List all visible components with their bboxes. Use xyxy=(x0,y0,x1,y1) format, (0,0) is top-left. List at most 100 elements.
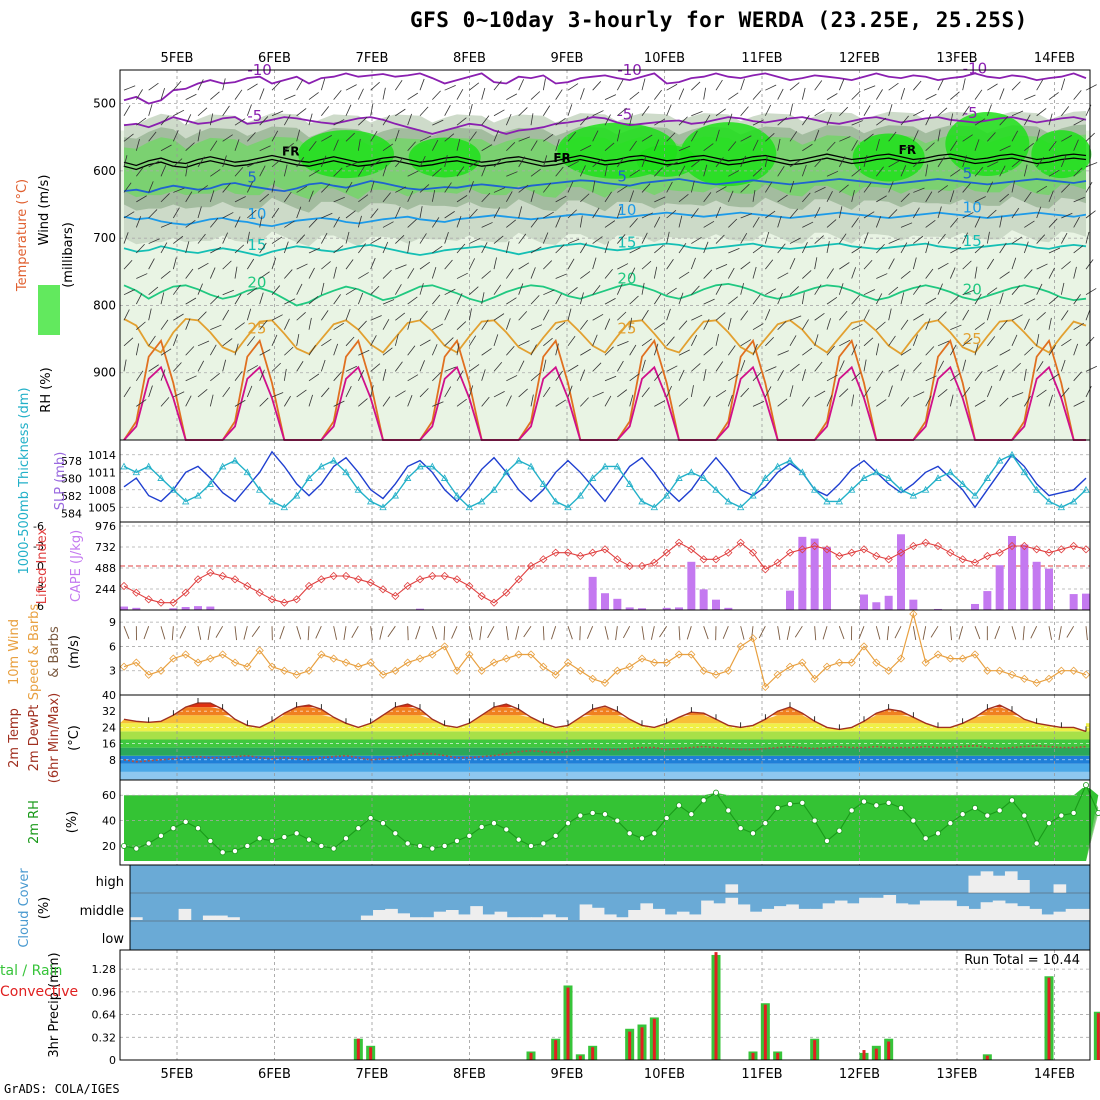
wind-barb xyxy=(678,145,691,152)
cloud-high-bar xyxy=(1004,871,1018,893)
lifted-index-point xyxy=(218,571,227,581)
lifted-index-point xyxy=(1081,545,1091,554)
wind-barb xyxy=(259,215,263,228)
thickness-point xyxy=(749,491,757,499)
cloud-mid-bar xyxy=(774,906,787,920)
wind-barb xyxy=(395,312,406,321)
wind-barb xyxy=(259,88,265,100)
precip-frame xyxy=(119,949,1091,1061)
wind-barb xyxy=(629,394,634,407)
wind-barb xyxy=(814,80,823,91)
wind-barb-10m xyxy=(387,625,396,638)
lifted-index-point xyxy=(946,548,955,557)
cloud-mid-bar xyxy=(652,908,666,920)
cloud-mid-bar xyxy=(360,915,374,920)
wind-barb xyxy=(530,295,540,305)
rh-blob xyxy=(680,122,777,187)
wind-barb xyxy=(1036,389,1047,398)
wind-speed-axis-label: Speed & Barbs xyxy=(27,604,42,701)
cloud-mid-bar xyxy=(786,904,799,920)
top-day-label: 5FEB xyxy=(161,51,194,66)
wind-barb xyxy=(370,159,381,168)
wind-barb xyxy=(197,79,204,91)
wind-barb xyxy=(666,287,677,296)
isotherm-label: 5 xyxy=(617,167,627,185)
wind-barb xyxy=(999,193,1010,203)
lifted-index-point xyxy=(428,571,437,581)
wind-barb xyxy=(838,156,846,168)
wind-barb xyxy=(1036,361,1044,372)
wind-barb xyxy=(666,231,670,244)
wind-barb xyxy=(1061,135,1072,142)
wind-barb xyxy=(617,234,626,244)
cloud-mid-bar xyxy=(956,906,969,920)
wind-barb-10m xyxy=(1066,625,1075,638)
thickness-point xyxy=(835,497,844,505)
cloud-mid-bar xyxy=(373,910,386,920)
wind-barb xyxy=(851,267,857,279)
wind-barb-10m xyxy=(551,626,557,640)
rh-point xyxy=(676,802,683,809)
cloud-axis-label: Cloud Cover xyxy=(17,868,32,948)
lifted-index-point xyxy=(489,598,499,607)
wind-barb xyxy=(432,294,441,305)
wind-barb xyxy=(394,206,401,219)
isotherm-label: 15 xyxy=(963,232,982,250)
wind-barb xyxy=(826,374,838,382)
wind-barb xyxy=(271,257,277,270)
wind-barb xyxy=(148,131,157,142)
wind-barb xyxy=(752,189,756,202)
wind-barb xyxy=(789,385,794,398)
wind-barb xyxy=(209,344,217,356)
wind-barb xyxy=(530,324,543,331)
lifted-index-point xyxy=(255,588,264,597)
rh-point xyxy=(959,811,966,818)
wind-barb xyxy=(123,211,135,219)
wind-barb xyxy=(395,108,406,117)
wind-barb xyxy=(444,386,452,398)
wind-barb xyxy=(1036,263,1048,270)
temp-tick-label: 32 xyxy=(102,705,116,718)
wind-barb xyxy=(148,160,160,168)
isotherm-line xyxy=(123,317,1087,356)
wind-speed-point xyxy=(391,666,400,675)
wind-barb xyxy=(432,323,444,331)
wind-barb xyxy=(481,348,492,356)
wind-barb xyxy=(296,156,305,168)
wind-barb xyxy=(173,109,185,117)
wind-barb xyxy=(1011,158,1022,168)
wind-barb xyxy=(691,314,703,321)
wind-barb xyxy=(567,335,576,347)
wind-barb xyxy=(444,182,452,193)
lifted-index-point xyxy=(588,548,597,557)
wind-tick-label: 9 xyxy=(109,616,116,629)
wind-barb xyxy=(197,206,202,219)
wind-speed-point xyxy=(169,654,178,663)
thickness-point xyxy=(403,474,412,481)
thickness-point xyxy=(416,462,424,470)
wind-barb xyxy=(382,192,391,203)
wind-barb xyxy=(579,215,583,228)
wind-barb xyxy=(308,394,313,407)
wind-barb xyxy=(777,117,788,126)
wind-barb xyxy=(456,293,463,305)
lifted-index-point xyxy=(267,595,277,604)
top-day-label: 13FEB xyxy=(936,51,977,66)
wind-barb xyxy=(703,396,711,407)
wind-barb xyxy=(839,339,851,347)
lifted-index-point xyxy=(798,545,807,554)
wind-barb xyxy=(678,271,690,279)
precip-convective-bar xyxy=(566,987,570,1060)
lifted-index-point xyxy=(724,548,733,557)
wind-barb xyxy=(592,313,604,321)
wind-barb xyxy=(136,195,147,203)
wind-barb xyxy=(1036,129,1041,142)
wind-barb-10m xyxy=(296,626,302,640)
wind-barb xyxy=(1048,373,1060,382)
lifted-index-point xyxy=(810,541,819,551)
wind-barb xyxy=(283,241,289,254)
wind-barb xyxy=(283,164,288,177)
bottom-day-label: 11FEB xyxy=(741,1067,782,1082)
wind-barb xyxy=(802,347,813,356)
wind-barb xyxy=(271,110,284,117)
